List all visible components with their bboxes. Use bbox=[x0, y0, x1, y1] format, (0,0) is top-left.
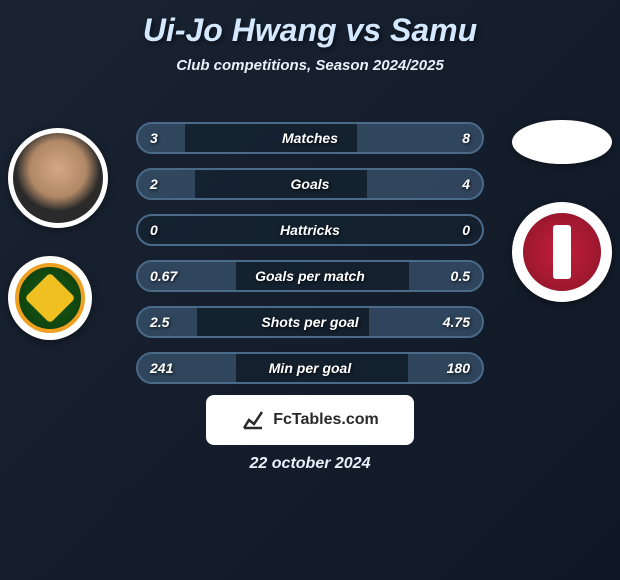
brand-badge[interactable]: FcTables.com bbox=[206, 395, 414, 445]
chart-icon bbox=[241, 408, 265, 432]
stat-value-right: 4 bbox=[462, 176, 470, 192]
stat-row: 2 4 Goals bbox=[136, 168, 484, 200]
stat-value-right: 180 bbox=[447, 360, 470, 376]
stat-fill-right bbox=[409, 262, 483, 290]
stat-row: 2.5 4.75 Shots per goal bbox=[136, 306, 484, 338]
stat-value-left: 2 bbox=[150, 176, 158, 192]
stat-fill-left bbox=[138, 170, 195, 198]
comparison-title: Ui-Jo Hwang vs Samu bbox=[0, 0, 620, 49]
vs-text: vs bbox=[346, 12, 382, 48]
stat-row: 0 0 Hattricks bbox=[136, 214, 484, 246]
stat-value-left: 0.67 bbox=[150, 268, 177, 284]
left-avatars bbox=[8, 128, 108, 368]
player-head-icon bbox=[13, 133, 103, 223]
stat-value-left: 0 bbox=[150, 222, 158, 238]
stat-label: Shots per goal bbox=[261, 314, 358, 330]
player2-photo bbox=[512, 120, 612, 164]
stat-label: Matches bbox=[282, 130, 338, 146]
stat-value-left: 241 bbox=[150, 360, 173, 376]
stat-row: 0.67 0.5 Goals per match bbox=[136, 260, 484, 292]
stat-value-right: 8 bbox=[462, 130, 470, 146]
player1-name: Ui-Jo Hwang bbox=[143, 12, 337, 48]
alanyaspor-logo-icon bbox=[15, 263, 85, 333]
stat-value-right: 0 bbox=[462, 222, 470, 238]
stat-value-right: 0.5 bbox=[451, 268, 470, 284]
right-avatars bbox=[512, 120, 612, 330]
player2-name: Samu bbox=[390, 12, 477, 48]
antalyaspor-logo-icon bbox=[520, 210, 604, 294]
stat-row: 3 8 Matches bbox=[136, 122, 484, 154]
player2-club-logo bbox=[512, 202, 612, 302]
brand-text: FcTables.com bbox=[273, 411, 379, 429]
stat-fill-left bbox=[138, 124, 185, 152]
stat-label: Goals per match bbox=[255, 268, 365, 284]
stat-label: Min per goal bbox=[269, 360, 351, 376]
stat-value-left: 2.5 bbox=[150, 314, 169, 330]
player1-club-logo bbox=[8, 256, 92, 340]
stat-label: Goals bbox=[291, 176, 330, 192]
stat-row: 241 180 Min per goal bbox=[136, 352, 484, 384]
footer-date: 22 october 2024 bbox=[250, 455, 371, 473]
stats-container: 3 8 Matches 2 4 Goals 0 0 Hattricks 0.67 0.5 Goals … bbox=[136, 122, 484, 398]
player1-photo bbox=[8, 128, 108, 228]
stat-fill-right bbox=[408, 354, 482, 382]
stat-value-left: 3 bbox=[150, 130, 158, 146]
subtitle: Club competitions, Season 2024/2025 bbox=[0, 57, 620, 74]
stat-value-right: 4.75 bbox=[443, 314, 470, 330]
stat-label: Hattricks bbox=[280, 222, 340, 238]
